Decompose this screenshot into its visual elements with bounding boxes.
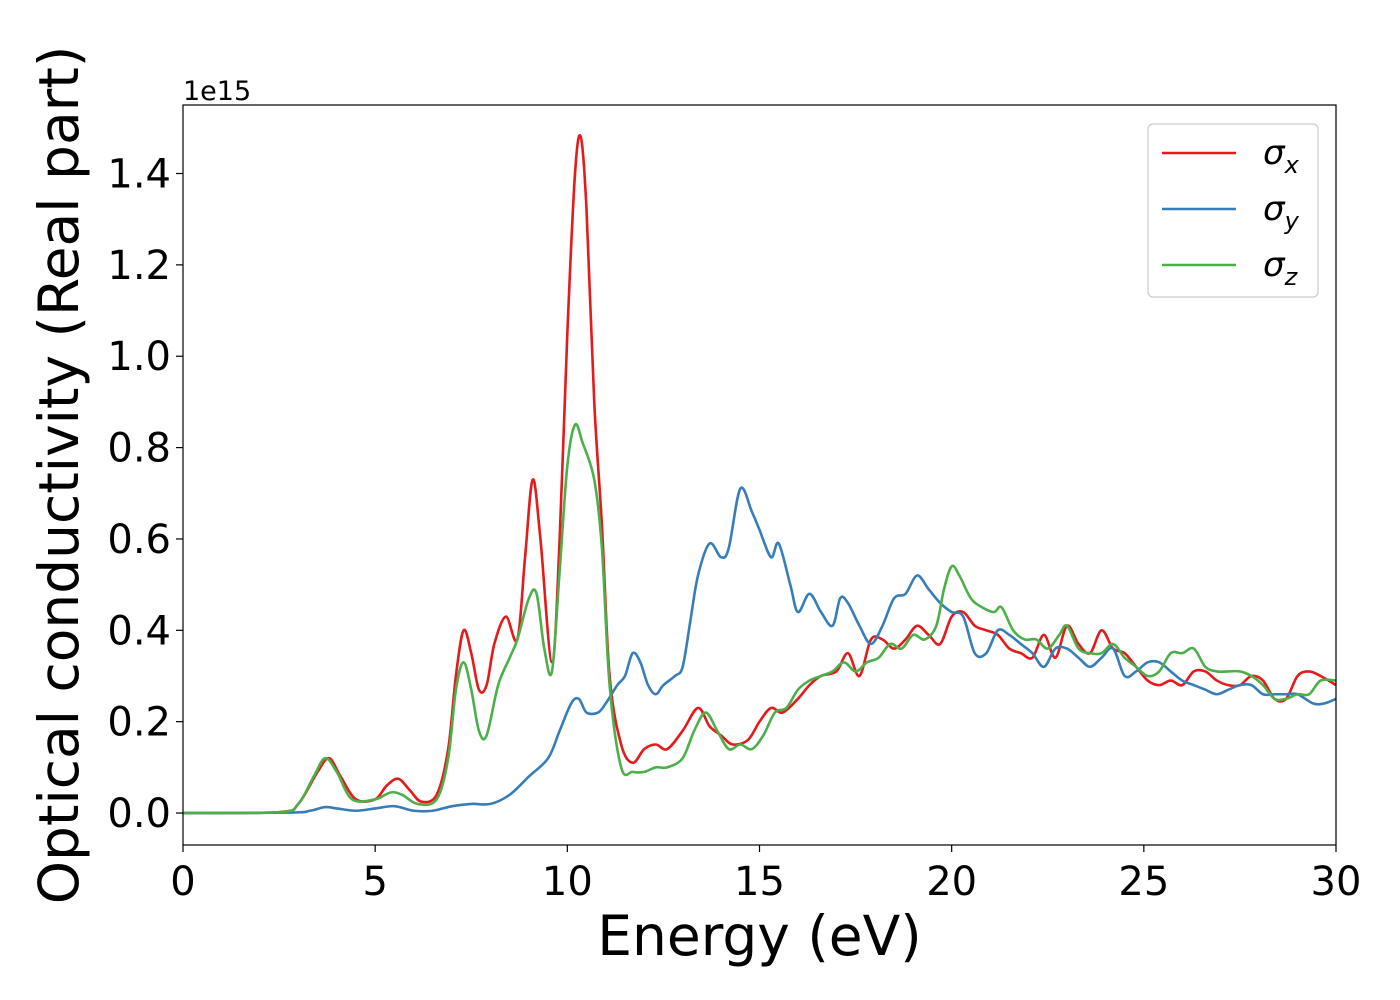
- y-axis: 0.0 0.2 0.4 0.6 0.8 1.0 1.2 1.4: [107, 152, 183, 837]
- x-tick-label: 30: [1311, 859, 1362, 905]
- series-line-z: [182, 422, 1337, 815]
- legend-label-z: σz: [1263, 245, 1299, 291]
- y-tick-label: 1.0: [107, 334, 171, 380]
- x-tick-label: 25: [1118, 859, 1169, 905]
- legend: σx σy σz: [1147, 123, 1319, 298]
- x-tick-label: 15: [734, 859, 785, 905]
- legend-box: [1147, 123, 1319, 298]
- x-tick-label: 10: [542, 859, 593, 905]
- x-axis-title: Energy (eV): [597, 904, 921, 968]
- y-tick-label: 0.6: [107, 517, 171, 563]
- series-line-x: [182, 134, 1337, 815]
- x-tick-label: 5: [362, 859, 387, 905]
- x-tick-label: 0: [170, 859, 195, 905]
- y-axis-title: Optical conductivity (Real part): [27, 46, 91, 905]
- y-tick-label: 0.8: [107, 426, 171, 472]
- y-tick-label: 0.2: [107, 700, 171, 746]
- y-offset-label: 1e15: [183, 76, 251, 107]
- x-axis: 0 5 10 15 20 25 30: [170, 845, 1361, 905]
- y-tick-label: 1.2: [107, 243, 171, 289]
- series-line-y: [182, 486, 1337, 815]
- y-tick-label: 1.4: [107, 152, 171, 198]
- series-layer: [182, 134, 1337, 815]
- legend-label-y: σy: [1263, 189, 1300, 235]
- y-tick-label: 0.0: [107, 791, 171, 837]
- y-tick-label: 0.4: [107, 608, 171, 654]
- x-tick-label: 20: [926, 859, 977, 905]
- legend-label-x: σx: [1263, 133, 1300, 179]
